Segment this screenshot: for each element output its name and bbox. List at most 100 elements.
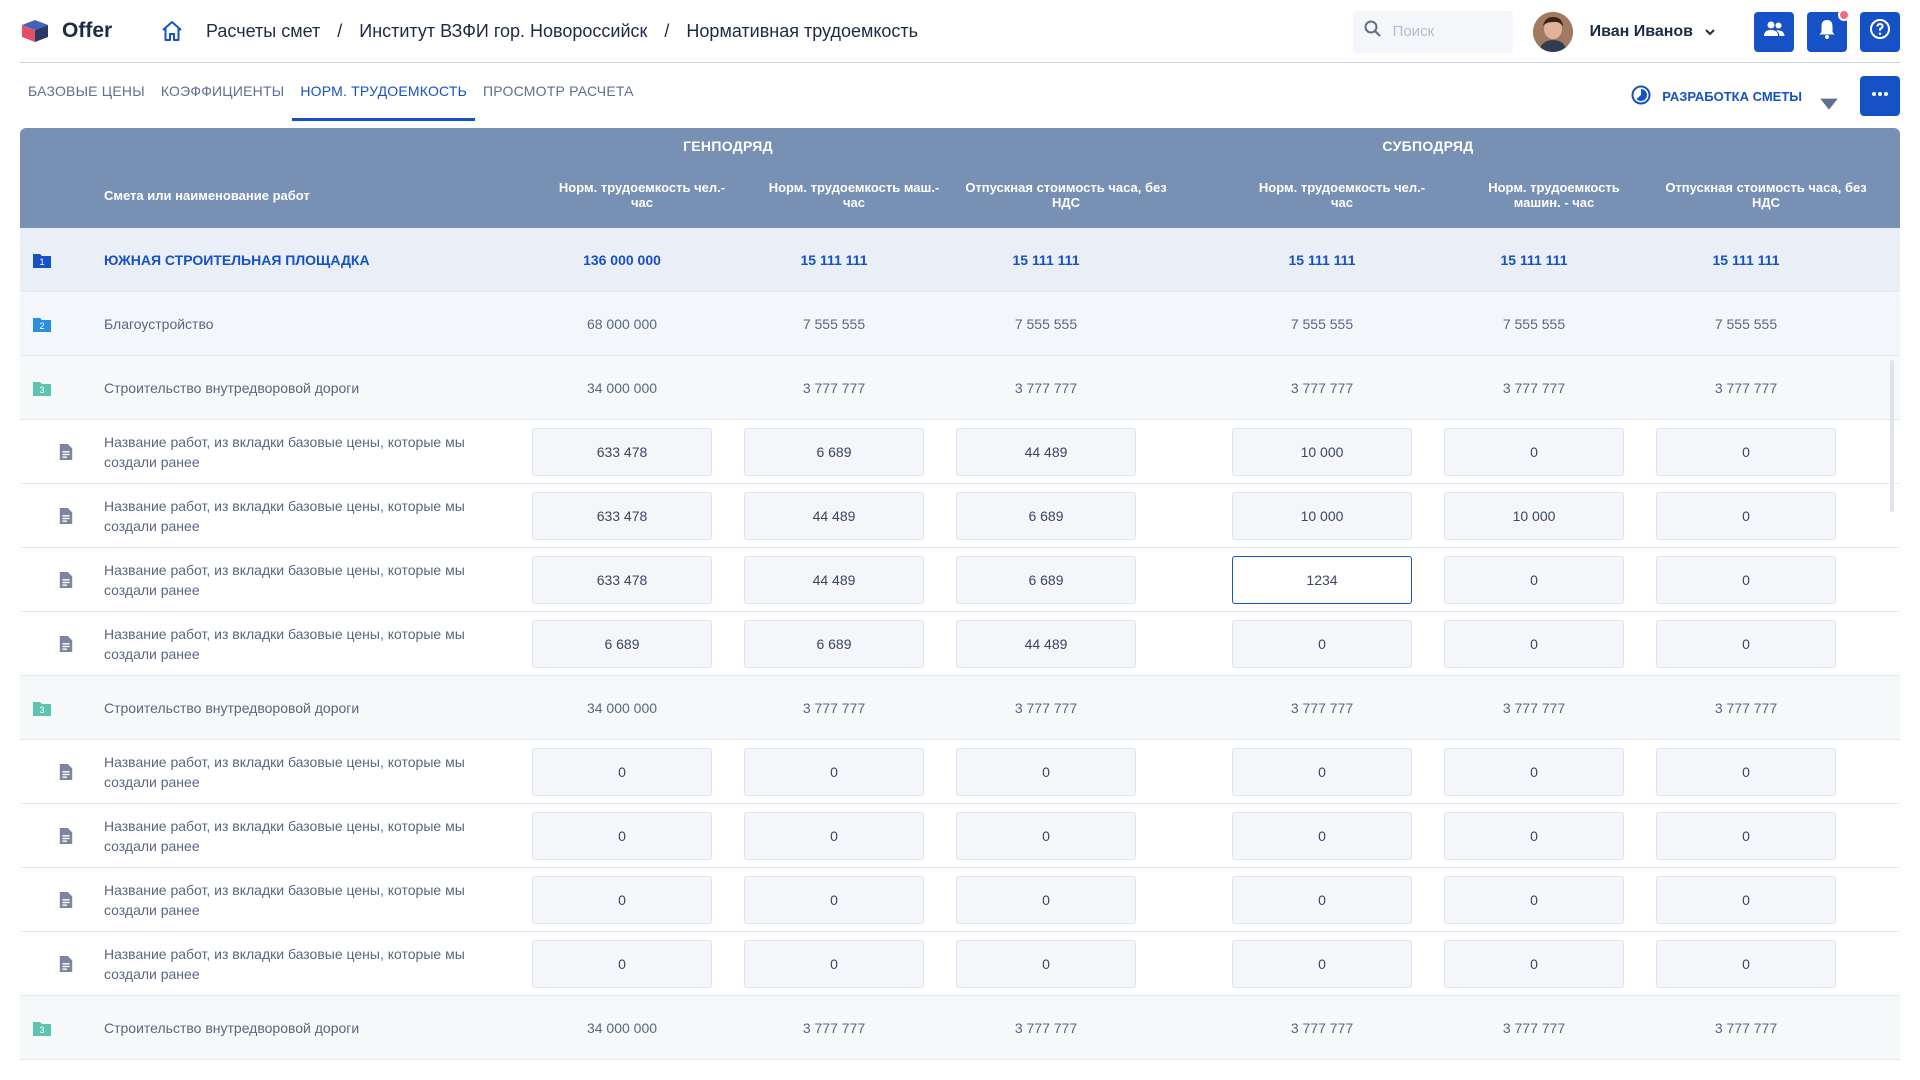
value-input[interactable] [1444,812,1624,860]
value-input[interactable] [1444,556,1624,604]
column-header[interactable]: Норм. трудоемкость маш.- час [768,180,940,210]
column-header[interactable]: Норм. трудоемкость чел.- час [558,180,726,210]
tab-list: БАЗОВЫЕ ЦЕНЫ КОЭФФИЦИЕНТЫ НОРМ. ТРУДОЕМК… [20,64,642,121]
value-input[interactable] [744,556,924,604]
value-input[interactable] [1232,812,1412,860]
value-input[interactable] [532,940,712,988]
value-input[interactable] [1444,620,1624,668]
document-icon [56,890,76,910]
value-input[interactable] [956,620,1136,668]
total-value: 3 777 777 [1014,699,1078,716]
value-input[interactable] [1656,876,1836,924]
value-input[interactable] [956,748,1136,796]
value-input[interactable] [1232,492,1412,540]
column-header[interactable]: Норм. трудоемкость чел.- час [1258,180,1426,210]
avatar[interactable] [1532,11,1573,52]
column-header[interactable]: Отпускная стоимость часа, без НДС [1665,180,1867,210]
value-input[interactable] [1444,428,1624,476]
value-input[interactable] [1656,492,1836,540]
home-icon[interactable] [160,19,184,43]
value-input[interactable] [744,428,924,476]
value-input[interactable] [744,748,924,796]
table-row-item[interactable]: Название работ, из вкладки базовые цены,… [20,484,1900,548]
app-logo[interactable]: Offer [20,19,140,43]
document-icon [56,570,76,590]
tab-labor-norms[interactable]: НОРМ. ТРУДОЕМКОСТЬ [292,64,476,121]
value-input[interactable] [1656,556,1836,604]
table-row-item[interactable]: Название работ, из вкладки базовые цены,… [20,868,1900,932]
value-input[interactable] [744,492,924,540]
value-input[interactable] [1444,940,1624,988]
value-input[interactable] [956,556,1136,604]
more-button[interactable] [1860,76,1900,116]
value-input[interactable] [1656,940,1836,988]
value-input[interactable] [532,620,712,668]
table-row-group[interactable]: 3 Строительство внутредворовой дороги 34 0… [20,356,1900,420]
table-row-item[interactable]: Название работ, из вкладки базовые цены,… [20,740,1900,804]
value-input[interactable] [956,428,1136,476]
user-name[interactable]: Иван Иванов [1589,22,1693,40]
value-input[interactable] [1232,940,1412,988]
help-button[interactable] [1860,11,1900,52]
total-value: 34 000 000 [586,379,658,396]
table-row-item[interactable]: Название работ, из вкладки базовые цены,… [20,804,1900,868]
work-name: Название работ, из вкладки базовые цены,… [104,433,465,470]
document-icon [56,442,76,462]
column-header-name[interactable]: Смета или наименование работ [104,188,310,203]
value-input[interactable] [532,556,712,604]
value-input[interactable] [532,492,712,540]
value-input[interactable] [1656,748,1836,796]
value-input[interactable] [744,620,924,668]
table-row-group[interactable]: 1 ЮЖНАЯ СТРОИТЕЛЬНАЯ ПЛОЩАДКА 136 000 000 1… [20,228,1900,292]
value-input[interactable] [956,876,1136,924]
value-input[interactable] [532,876,712,924]
table-row-group[interactable]: 2 Благоустройство 68 000 000 7 555 555 7 555… [20,292,1900,356]
value-input[interactable] [1232,428,1412,476]
value-input[interactable] [1656,620,1836,668]
value-input[interactable] [744,940,924,988]
users-button[interactable] [1754,11,1794,52]
value-input[interactable] [1656,428,1836,476]
stage-selector[interactable]: РАЗРАБОТКА СМЕТЫ [1630,84,1838,110]
notifications-button[interactable] [1807,8,1850,52]
table-row-item[interactable]: Название работ, из вкладки базовые цены,… [20,548,1900,612]
logo-icon [20,19,50,43]
value-input[interactable] [956,812,1136,860]
value-input[interactable] [1444,492,1624,540]
chevron-down-icon[interactable] [1703,25,1717,39]
value-input[interactable] [532,748,712,796]
value-input[interactable] [532,428,712,476]
tab-base-prices[interactable]: БАЗОВЫЕ ЦЕНЫ [28,83,145,99]
tab-coefficients[interactable]: КОЭФФИЦИЕНТЫ [160,83,285,99]
value-input[interactable] [1232,748,1412,796]
table-row-item[interactable]: Название работ, из вкладки базовые цены,… [20,612,1900,676]
column-header[interactable]: Норм. трудоемкость машин. - час [1488,180,1620,210]
value-input[interactable] [1232,620,1412,668]
table-header: ГЕНПОДРЯД СУБПОДРЯД Смета или наименован… [20,128,1900,228]
work-name: Название работ, из вкладки базовые цены,… [104,497,465,534]
tab-calculation-view[interactable]: ПРОСМОТР РАСЧЕТА [483,83,634,99]
notification-badge [1838,8,1850,21]
value-input[interactable] [1444,748,1624,796]
vertical-scrollbar[interactable] [1890,360,1894,512]
value-input[interactable] [1656,812,1836,860]
breadcrumb-item[interactable]: Расчеты смет [206,20,321,41]
value-input[interactable] [1232,556,1412,604]
value-input[interactable] [1232,876,1412,924]
table-row-item[interactable]: Название работ, из вкладки базовые цены,… [20,932,1900,996]
value-input[interactable] [956,940,1136,988]
value-input[interactable] [1444,876,1624,924]
value-input[interactable] [744,876,924,924]
table-row-item[interactable]: Название работ, из вкладки базовые цены,… [20,420,1900,484]
work-name: Название работ, из вкладки базовые цены,… [104,753,465,790]
total-value: 3 777 777 [1290,379,1354,396]
search-input[interactable] [1392,23,1503,40]
value-input[interactable] [956,492,1136,540]
table-row-group[interactable]: 3 Строительство внутредворовой дороги 34 0… [20,996,1900,1060]
table-row-group[interactable]: 3 Строительство внутредворовой дороги 34 0… [20,676,1900,740]
search-box[interactable] [1352,10,1513,53]
value-input[interactable] [744,812,924,860]
value-input[interactable] [532,812,712,860]
column-header[interactable]: Отпускная стоимость часа, без НДС [965,180,1167,210]
breadcrumb-item[interactable]: Институт ВЗФИ гор. Новороссийск [359,20,648,41]
